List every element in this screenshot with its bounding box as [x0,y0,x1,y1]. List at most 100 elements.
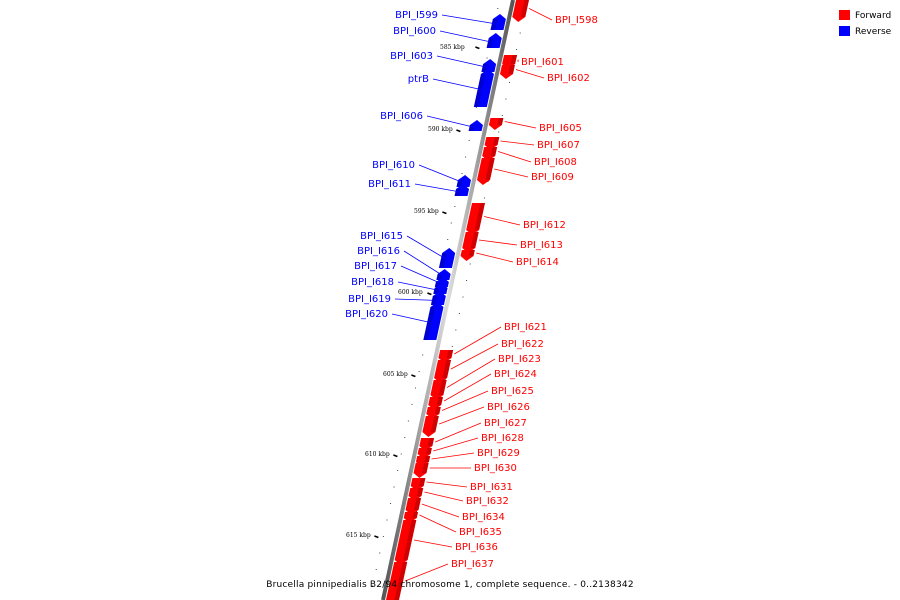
forward-gene-bpi-i626 [422,416,439,437]
leader-line [515,69,545,79]
gene-label-bpi-i605: BPI_I605 [539,123,582,134]
leader-line [441,14,500,25]
gene-label-bpi-i623: BPI_I623 [498,354,541,365]
reverse-gene-bpi-i599 [490,14,506,30]
gene-label-bpi-i600: BPI_I600 [393,26,436,37]
kbp-tick-mark [442,211,447,215]
kbp-tick-mark [393,454,398,458]
leader-line [478,239,518,246]
forward-gene-bpi-i607 [484,137,500,150]
leader-line [504,121,537,129]
forward-gene-bpi-i605 [488,118,504,130]
leader-line [439,30,496,44]
leader-line [454,326,502,355]
gene-label-bpi-i613: BPI_I613 [520,240,563,251]
kbp-tick-mark [411,374,416,378]
forward-gene-bpi-i613 [462,232,479,253]
kbp-ticks: 585 kbp 590 kbp 595 kbp 600 kbp 605 kbp 610 k… [346,44,480,539]
gene-label-bpi-i626: BPI_I626 [487,402,530,413]
kbp-tick-mark [427,292,432,296]
gene-label-bpi-i606: BPI_I606 [380,111,423,122]
gene-labels: BPI_I599 BPI_I600 BPI_I603 ptrB BPI_I606 BPI_… [345,10,598,570]
reverse-gene-bpi-i615 [438,248,456,268]
forward-gene-bpi-i598 [512,0,529,22]
legend-swatch-forward [839,10,850,20]
gene-label-bpi-i611: BPI_I611 [368,179,411,190]
leader-line [414,183,464,193]
leader-line [397,281,443,292]
kbp-tick-label: 590 kbp [428,126,453,133]
kbp-tick-mark [374,535,379,539]
legend: Forward Reverse [839,10,892,37]
leader-line [435,422,482,443]
gene-label-bpi-i614: BPI_I614 [516,257,559,268]
genes [386,0,529,600]
gene-label-bpi-i632: BPI_I632 [466,496,509,507]
forward-gene-bpi-i602 [499,65,515,79]
forward-gene-bpi-i622 [434,360,451,383]
gene-label-bpi-i635: BPI_I635 [459,527,502,538]
gene-label-bpi-i617: BPI_I617 [354,261,397,272]
gene-label-bpi-i619: BPI_I619 [348,294,391,305]
chart-caption: Brucella pinnipedialis B2/94 chromosome … [266,580,634,590]
gene-label-bpi-i598: BPI_I598 [555,15,598,26]
gene-label-bpi-i601: BPI_I601 [521,57,564,68]
kbp-tick-label: 585 kbp [440,44,465,51]
gene-label-bpi-i599: BPI_I599 [395,10,438,21]
leader-line [441,390,489,411]
gene-label-bpi-i628: BPI_I628 [481,433,524,444]
leader-line [431,452,475,460]
leader-line [421,503,460,518]
gene-label-bpi-i607: BPI_I607 [537,140,580,151]
leader-line [426,115,478,129]
gene-label-bpi-i634: BPI_I634 [462,512,505,523]
leader-line [404,563,449,582]
reverse-gene-bpi-i600 [486,33,502,48]
kbp-tick-label: 605 kbp [383,371,408,378]
leader-line [406,235,449,261]
leader-line [403,250,446,278]
gene-label-bpi-i616: BPI_I616 [357,246,400,257]
gene-label-bpi-i603: BPI_I603 [390,51,433,62]
leader-line [500,140,535,146]
leader-line [432,78,486,91]
gene-label-bpi-i627: BPI_I627 [484,418,527,429]
kbp-tick-mark [475,46,480,50]
forward-gene-bpi-i609 [477,158,495,185]
forward-gene-bpi-i614 [460,250,475,261]
kbp-tick-label: 615 kbp [346,532,371,539]
leader-line [394,298,440,301]
forward-gene-bpi-i621 [438,350,454,363]
gene-label-bpi-i625: BPI_I625 [491,386,534,397]
leader-line [528,8,553,21]
gene-label-bpi-i637: BPI_I637 [451,559,494,570]
legend-label-forward: Forward [855,11,891,21]
leader-line [450,343,499,370]
forward-gene-bpi-i631 [410,478,426,491]
gene-label-bpi-i620: BPI_I620 [345,309,388,320]
gene-label-bpi-i624: BPI_I624 [494,369,537,380]
label-leaders [391,8,553,582]
kbp-tick-label: 595 kbp [414,208,439,215]
forward-gene-bpi-i624 [428,397,443,410]
leader-line [400,265,444,285]
kbp-tick-mark [456,129,461,133]
leader-line [419,514,457,533]
gene-label-bpi-i630: BPI_I630 [474,463,517,474]
gene-label-bpi-i602: BPI_I602 [547,73,590,84]
chromosome-backbone [381,0,515,600]
gene-label-bpi-i609: BPI_I609 [531,172,574,183]
legend-swatch-reverse [839,26,850,36]
leader-line [443,373,492,402]
leader-line [391,313,435,324]
leader-line [436,55,491,69]
reverse-gene-bpi-i606 [468,120,483,131]
legend-label-reverse: Reverse [855,27,892,37]
leader-line [483,216,521,226]
gene-label-bpi-i615: BPI_I615 [360,231,403,242]
forward-gene-bpi-i612 [466,203,486,235]
leader-line [418,164,466,184]
gene-label-bpi-i622: BPI_I622 [501,339,544,350]
gene-label-bpi-i621: BPI_I621 [504,322,547,333]
